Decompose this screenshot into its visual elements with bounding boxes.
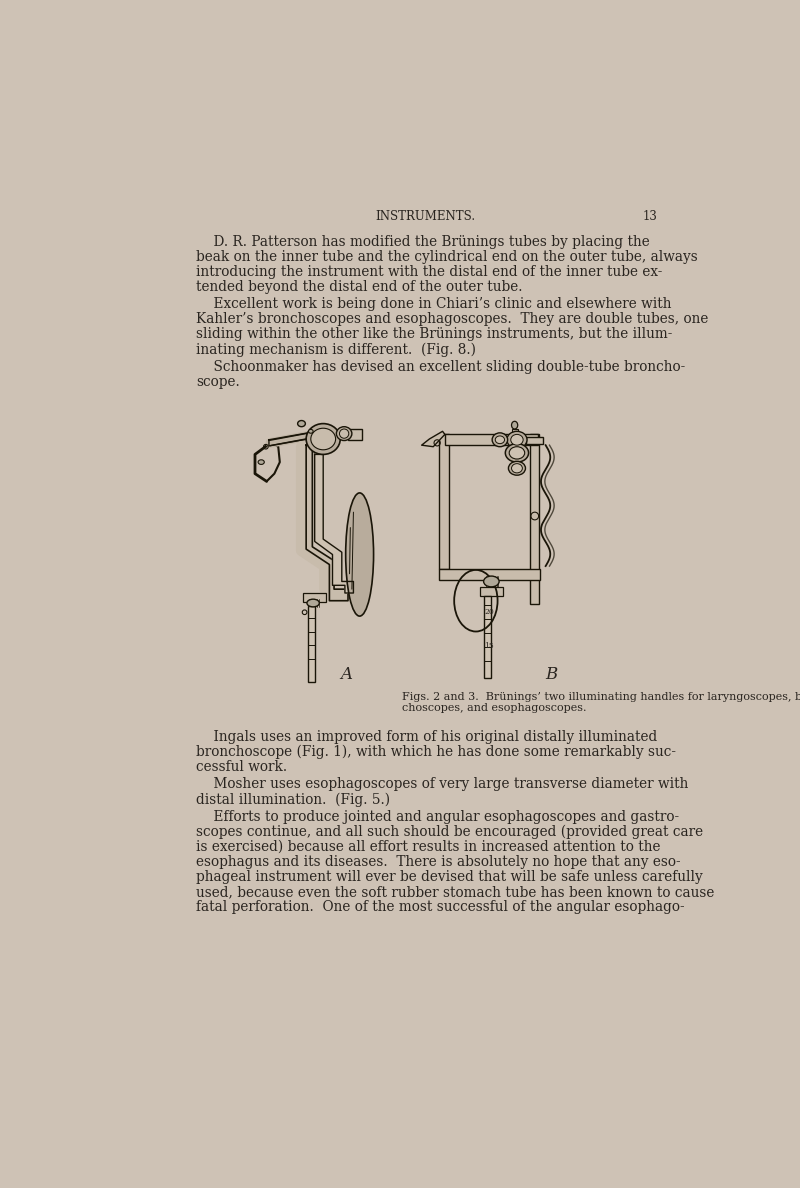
Text: sliding within the other like the Brünings instruments, but the illum-: sliding within the other like the Brünin…: [196, 328, 673, 341]
Ellipse shape: [484, 576, 499, 587]
Text: Ingals uses an improved form of his original distally illuminated: Ingals uses an improved form of his orig…: [196, 731, 658, 744]
Ellipse shape: [510, 447, 525, 459]
Text: Efforts to produce jointed and angular esophagoscopes and gastro-: Efforts to produce jointed and angular e…: [196, 810, 679, 823]
Text: 20: 20: [485, 607, 494, 615]
Text: used, because even the soft rubber stomach tube has been known to cause: used, because even the soft rubber stoma…: [196, 885, 714, 899]
Text: distal illumination.  (Fig. 5.): distal illumination. (Fig. 5.): [196, 792, 390, 807]
Ellipse shape: [346, 493, 374, 617]
Text: 15: 15: [485, 643, 494, 650]
Ellipse shape: [258, 460, 264, 465]
Text: Schoonmaker has devised an excellent sliding double-tube broncho-: Schoonmaker has devised an excellent sli…: [196, 360, 686, 374]
Text: Excellent work is being done in Chiari’s clinic and elsewhere with: Excellent work is being done in Chiari’s…: [196, 297, 672, 311]
Ellipse shape: [339, 429, 349, 438]
Text: scopes continue, and all such should be encouraged (provided great care: scopes continue, and all such should be …: [196, 824, 703, 839]
Ellipse shape: [511, 422, 518, 429]
Bar: [439, 569, 540, 580]
Text: is exercised) because all effort results in increased attention to the: is exercised) because all effort results…: [196, 840, 661, 854]
Bar: [526, 437, 543, 444]
Ellipse shape: [495, 436, 505, 443]
Polygon shape: [306, 446, 348, 601]
Text: INSTRUMENTS.: INSTRUMENTS.: [375, 210, 475, 223]
Ellipse shape: [306, 424, 340, 454]
Text: fatal perforation.  One of the most successful of the angular esophago-: fatal perforation. One of the most succe…: [196, 899, 685, 914]
Text: esophagus and its diseases.  There is absolutely no hope that any eso-: esophagus and its diseases. There is abs…: [196, 855, 681, 868]
Text: bronchoscope (Fig. 1), with which he has done some remarkably suc-: bronchoscope (Fig. 1), with which he has…: [196, 745, 676, 759]
Text: Figs. 2 and 3.  Brünings’ two illuminating handles for laryngoscopes, bron-: Figs. 2 and 3. Brünings’ two illuminatin…: [402, 691, 800, 702]
Ellipse shape: [298, 421, 306, 426]
Ellipse shape: [511, 463, 522, 473]
Ellipse shape: [507, 431, 527, 448]
Ellipse shape: [509, 461, 526, 475]
Ellipse shape: [307, 599, 319, 607]
Text: D. R. Patterson has modified the Brünings tubes by placing the: D. R. Patterson has modified the Brüning…: [196, 235, 650, 249]
Polygon shape: [314, 455, 354, 593]
Ellipse shape: [311, 428, 336, 450]
Bar: [348, 429, 362, 440]
Ellipse shape: [336, 426, 352, 441]
Text: inating mechanism is different.  (Fig. 8.): inating mechanism is different. (Fig. 8.…: [196, 342, 476, 356]
Text: beak on the inner tube and the cylindrical end on the outer tube, always: beak on the inner tube and the cylindric…: [196, 249, 698, 264]
Text: Kahler’s bronchoscopes and esophagoscopes.  They are double tubes, one: Kahler’s bronchoscopes and esophagoscope…: [196, 312, 709, 327]
Ellipse shape: [492, 432, 508, 447]
Bar: [439, 435, 449, 569]
Ellipse shape: [309, 429, 313, 434]
Text: tended beyond the distal end of the outer tube.: tended beyond the distal end of the oute…: [196, 280, 522, 293]
Text: 13: 13: [643, 210, 658, 223]
Text: introducing the instrument with the distal end of the inner tube ex-: introducing the instrument with the dist…: [196, 265, 662, 279]
Text: phageal instrument will ever be devised that will be safe unless carefully: phageal instrument will ever be devised …: [196, 870, 703, 884]
Text: Mosher uses esophagoscopes of very large transverse diameter with: Mosher uses esophagoscopes of very large…: [196, 777, 689, 791]
Text: B: B: [546, 666, 558, 683]
Bar: [484, 596, 491, 677]
Bar: [530, 435, 539, 604]
Ellipse shape: [506, 443, 529, 462]
Text: A: A: [340, 666, 352, 683]
Bar: [512, 429, 518, 432]
Text: cessful work.: cessful work.: [196, 760, 287, 775]
Text: choscopes, and esophagoscopes.: choscopes, and esophagoscopes.: [402, 703, 586, 713]
Bar: [445, 435, 538, 446]
Text: scope.: scope.: [196, 374, 240, 388]
Polygon shape: [269, 428, 334, 446]
Polygon shape: [422, 431, 445, 447]
Bar: [480, 587, 503, 596]
Ellipse shape: [510, 435, 523, 446]
Bar: [308, 606, 315, 682]
Bar: [303, 593, 326, 602]
